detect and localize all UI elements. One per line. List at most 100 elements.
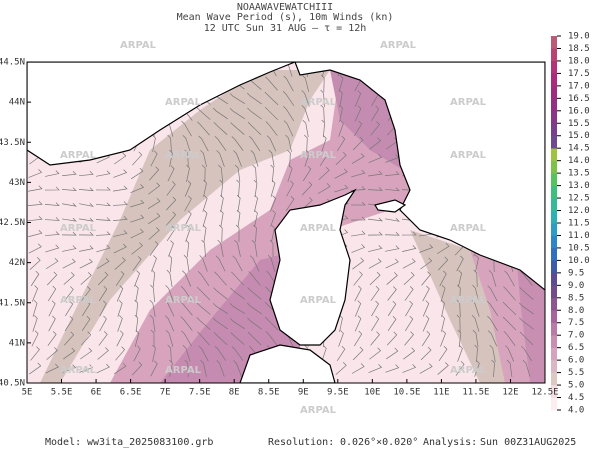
wind-barb xyxy=(130,184,145,193)
wind-barb xyxy=(95,231,111,236)
watermark: ARPAL xyxy=(60,295,97,306)
wind-barb xyxy=(370,331,380,346)
wind-barb xyxy=(264,91,279,106)
wind-barb xyxy=(113,230,128,237)
wind-barb xyxy=(350,216,366,221)
resolution-label: Resolution: xyxy=(268,437,334,448)
wind-barb xyxy=(96,244,111,253)
wind-barb xyxy=(370,286,380,301)
colorbar-label: 15.5 xyxy=(568,119,590,129)
wind-barb xyxy=(502,301,517,316)
wind-barb xyxy=(486,300,499,317)
wind-barb xyxy=(116,285,124,302)
wind-barb xyxy=(180,285,193,301)
wind-barb xyxy=(369,271,381,286)
watermark: ARPAL xyxy=(300,295,337,306)
wind-barb xyxy=(168,240,174,257)
watermark: ARPAL xyxy=(60,150,97,161)
wind-barb xyxy=(475,254,479,272)
wind-barb xyxy=(334,184,349,193)
lat-label: 40.5N xyxy=(0,379,25,389)
lon-label: 7.5E xyxy=(189,388,211,398)
lat-label: 42.5N xyxy=(0,218,25,228)
watermark: ARPAL xyxy=(165,97,202,108)
wind-barb xyxy=(338,75,344,92)
wind-barb xyxy=(247,92,262,105)
wind-barb xyxy=(339,89,343,107)
watermark: ARPAL xyxy=(380,40,417,51)
colorbar-swatch xyxy=(551,48,557,62)
wind-barb xyxy=(247,302,262,315)
colorbar-swatch xyxy=(551,210,557,224)
wind-barb xyxy=(149,166,160,181)
wind-barb xyxy=(99,300,107,317)
colorbar-label: 13.0 xyxy=(568,181,590,191)
wind-barb xyxy=(401,231,417,236)
wind-barb xyxy=(458,269,463,287)
wind-barb xyxy=(203,179,207,197)
wind-barb xyxy=(283,75,294,92)
wind-barb xyxy=(81,315,91,331)
wind-barb xyxy=(212,107,228,120)
wind-barb xyxy=(48,300,56,317)
wind-barb xyxy=(285,134,292,152)
wind-barb xyxy=(367,231,383,236)
wind-barb xyxy=(61,231,77,236)
wind-barb xyxy=(336,135,346,152)
wind-barb xyxy=(339,104,343,122)
colorbar-swatch xyxy=(551,60,557,74)
wind-barb xyxy=(387,300,397,317)
wind-barb xyxy=(131,361,143,376)
wind-barb xyxy=(112,201,128,206)
colorbar-label: 5.5 xyxy=(568,368,584,378)
colorbar-label: 13.5 xyxy=(568,169,590,179)
wind-barb xyxy=(216,150,225,167)
wind-barb xyxy=(368,245,383,253)
colorbar-swatch xyxy=(551,285,557,299)
wind-barb xyxy=(81,286,91,301)
wind-barb xyxy=(47,331,57,346)
wind-barb xyxy=(506,359,513,377)
wind-barb xyxy=(130,228,144,239)
wind-barb xyxy=(96,202,111,207)
wind-barb xyxy=(286,180,294,197)
wind-barb xyxy=(438,345,448,361)
wind-barb xyxy=(30,270,40,287)
wind-barb xyxy=(183,254,190,272)
wind-barb xyxy=(457,345,463,362)
wind-barb xyxy=(265,121,278,136)
colorbar-swatch xyxy=(551,73,557,87)
wind-barb xyxy=(301,197,313,210)
wind-barb xyxy=(147,198,161,209)
wind-barb xyxy=(44,217,60,221)
colorbar-swatch xyxy=(551,372,557,386)
lon-label: 10E xyxy=(364,388,380,398)
wind-barb xyxy=(371,315,380,332)
watermark: ARPAL xyxy=(165,365,202,376)
land xyxy=(27,62,545,383)
resolution: 0.026°×0.020° xyxy=(340,437,418,448)
colorbar-label: 9.0 xyxy=(568,281,584,291)
wind-barb xyxy=(150,360,158,377)
wind-barb xyxy=(79,203,94,207)
wind-barb xyxy=(385,217,400,222)
wind-barb xyxy=(197,331,210,346)
wind-barb xyxy=(99,315,107,332)
wind-barb xyxy=(64,331,75,346)
wind-barb xyxy=(218,164,223,183)
wind-barb xyxy=(338,120,344,137)
wind-barb xyxy=(44,202,60,207)
wind-barb xyxy=(503,331,516,346)
wind-barb xyxy=(301,105,310,122)
wind-barb xyxy=(436,243,450,255)
wind-barb xyxy=(117,315,123,332)
wind-barb xyxy=(165,196,177,211)
colorbar-swatch xyxy=(551,397,557,411)
watermark: ARPAL xyxy=(60,365,97,376)
colorbar-swatch xyxy=(551,272,557,286)
time-title: 12 UTC Sun 31 AUG — τ = 12h xyxy=(204,23,367,34)
lon-label: 9.5E xyxy=(327,388,349,398)
wind-barb xyxy=(80,272,92,285)
watermark: ARPAL xyxy=(450,150,487,161)
